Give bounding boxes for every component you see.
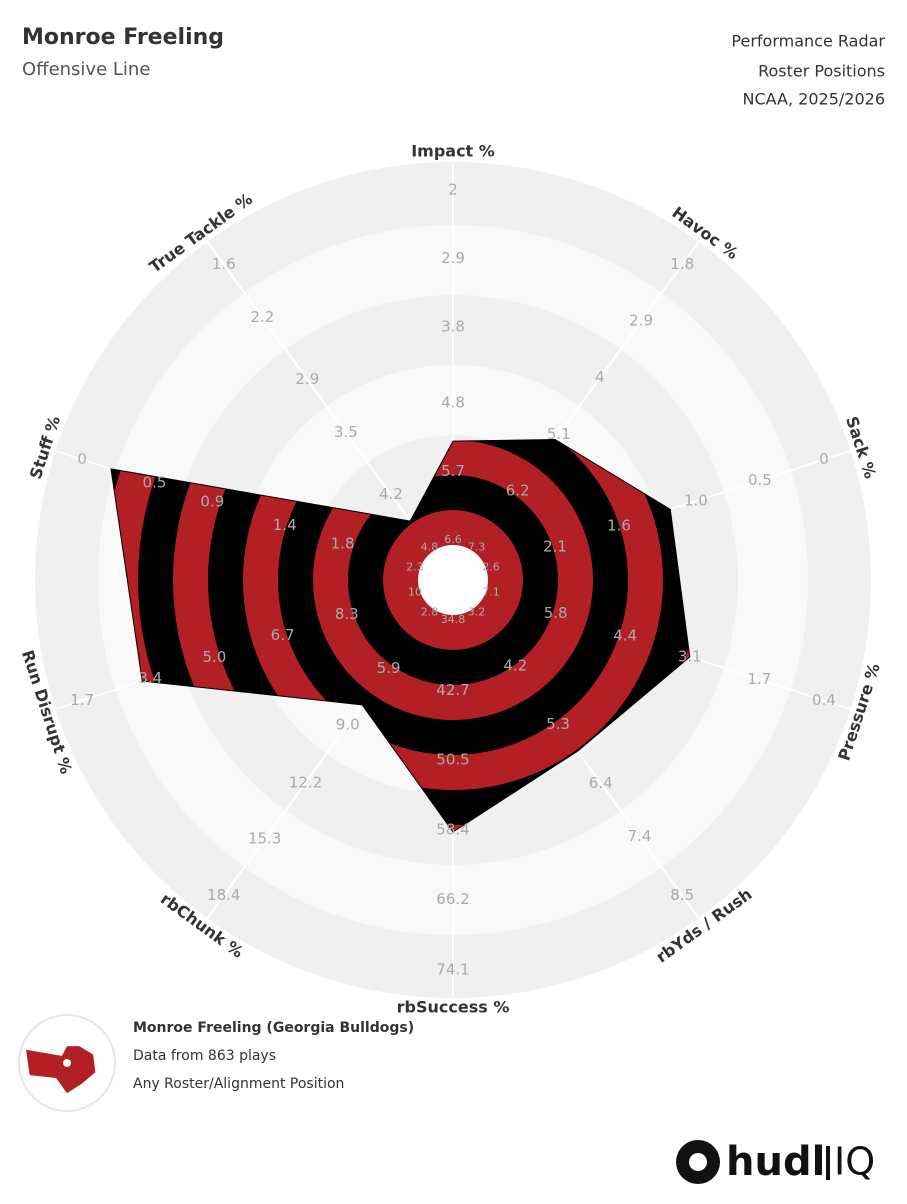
tick-label: 3.2 <box>468 605 486 618</box>
logo-text: hudl <box>726 1139 825 1185</box>
tick-label: 0.4 <box>812 691 836 709</box>
tick-label: 50.5 <box>436 750 469 768</box>
legend-note: Data from 863 plays <box>133 1048 276 1064</box>
tick-label: 6.6 <box>444 533 462 546</box>
tick-label: 7.4 <box>628 827 652 845</box>
tick-label: 3.5 <box>334 423 358 441</box>
tick-label: 3.1 <box>678 647 702 665</box>
tick-label: 6.4 <box>589 774 613 792</box>
tick-label: 5.3 <box>546 715 570 733</box>
legend-entry: Monroe Freeling (Georgia Bulldogs) <box>133 1020 414 1036</box>
tick-label: 4.4 <box>613 626 637 644</box>
tick-label: 1.8 <box>670 255 694 273</box>
tick-label: 1.8 <box>331 535 355 553</box>
tick-label: 1.7 <box>70 691 94 709</box>
legend-note: Any Roster/Alignment Position <box>133 1076 344 1092</box>
tick-label: 5.0 <box>203 648 227 666</box>
brand-logo: hudl IQ <box>676 1139 875 1185</box>
tick-label: 1.6 <box>607 517 631 535</box>
tick-label: 4.2 <box>503 656 527 674</box>
tick-label: 15.3 <box>248 830 281 848</box>
tick-label: 9.0 <box>336 715 360 733</box>
chart-title: Monroe Freeling <box>22 25 224 50</box>
logo-bar <box>826 1146 830 1180</box>
tick-label: 5.9 <box>377 659 401 677</box>
center-hole <box>418 545 488 615</box>
axis-title: Impact % <box>411 142 495 161</box>
tick-label: 2 <box>448 181 458 199</box>
tick-label: 2.1 <box>543 537 567 555</box>
tick-label: 2.6 <box>482 561 500 574</box>
tick-label: 4.8 <box>441 394 465 412</box>
tick-label: 6.7 <box>271 626 295 644</box>
tick-label: 4.8 <box>421 541 439 554</box>
tick-label: 3.8 <box>441 317 465 335</box>
tick-label: 1.0 <box>684 492 708 510</box>
tick-label: 0.5 <box>748 471 772 489</box>
tick-label: 0.9 <box>200 492 224 510</box>
tick-label: 2.2 <box>250 308 274 326</box>
tick-label: 8.5 <box>670 886 694 904</box>
tick-label: 7.1 <box>482 585 500 598</box>
logo-icon <box>689 1153 707 1171</box>
tick-label: 2.9 <box>295 370 319 388</box>
tick-label: 10 <box>408 585 422 598</box>
axis-title: rbSuccess % <box>397 998 510 1017</box>
chart-subtitle: Offensive Line <box>22 59 150 80</box>
tick-label: 5.1 <box>547 425 571 443</box>
tick-label: 42.7 <box>436 681 469 699</box>
legend-swatch-hole <box>63 1059 71 1067</box>
tick-label: 2.3 <box>406 561 424 574</box>
tick-label: 1.6 <box>212 255 236 273</box>
tick-label: 2.9 <box>441 249 465 267</box>
header-line: Roster Positions <box>758 62 885 81</box>
legend-swatch <box>26 1046 96 1094</box>
tick-label: 4.2 <box>379 485 403 503</box>
tick-label: 7.3 <box>468 541 486 554</box>
tick-label: 1.4 <box>273 516 297 534</box>
tick-label: 18.4 <box>207 886 240 904</box>
tick-label: 74.1 <box>436 961 469 979</box>
header-line: NCAA, 2025/2026 <box>743 90 885 109</box>
tick-label: 66.2 <box>436 890 469 908</box>
header-line: Performance Radar <box>731 32 885 51</box>
tick-label: 3.4 <box>138 669 162 687</box>
tick-label: 0 <box>819 450 829 468</box>
tick-label: 58.4 <box>436 821 469 839</box>
tick-label: 34.8 <box>441 613 466 626</box>
tick-label: 5.8 <box>544 604 568 622</box>
tick-label: 5.7 <box>441 462 465 480</box>
tick-label: 2.8 <box>421 605 439 618</box>
tick-label: 0 <box>77 450 87 468</box>
tick-label: 12.2 <box>289 773 322 791</box>
radar-area <box>110 438 691 833</box>
tick-label: 0.5 <box>143 473 167 491</box>
tick-label: 4 <box>595 368 605 386</box>
tick-label: 2.9 <box>629 312 653 330</box>
logo-suffix: IQ <box>834 1140 875 1184</box>
tick-label: 1.7 <box>747 670 771 688</box>
tick-label: 8.3 <box>335 605 359 623</box>
tick-label: 6.2 <box>506 482 530 500</box>
